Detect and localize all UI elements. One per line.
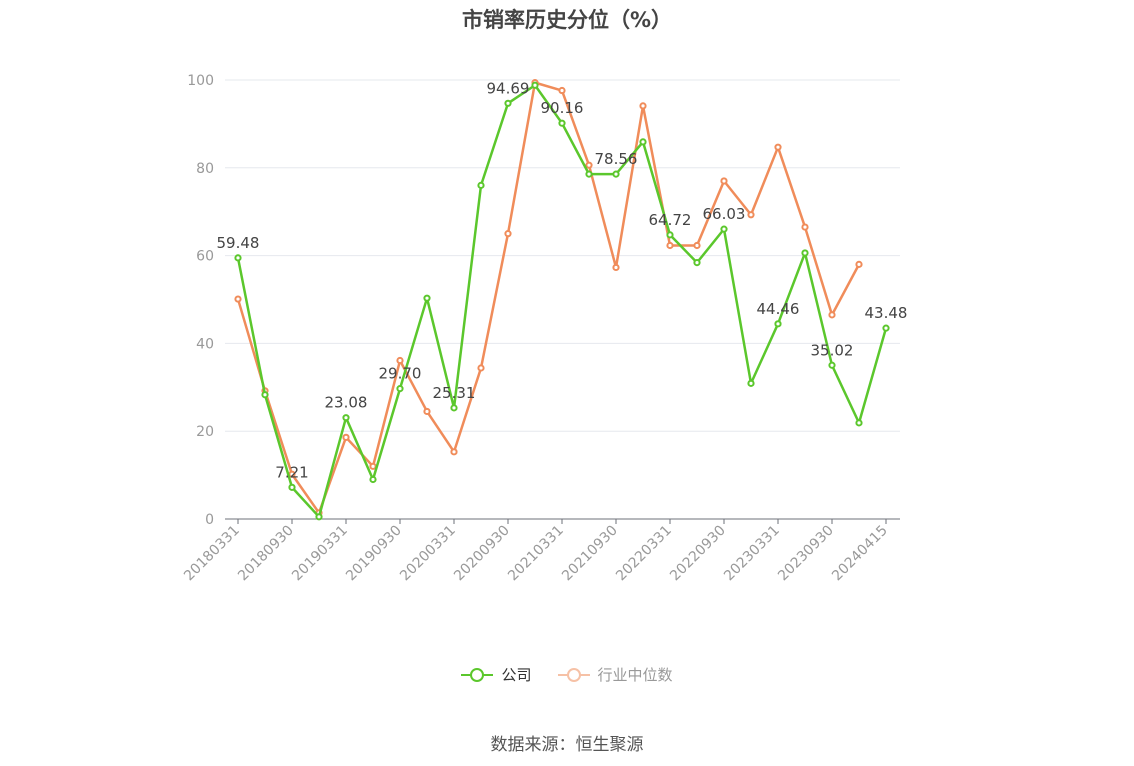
data-point-company — [423, 294, 431, 302]
source-note: 数据来源：恒生聚源 — [490, 735, 644, 755]
x-tick-label: 20190930 — [343, 523, 405, 585]
data-point-industry-median — [504, 230, 512, 238]
data-point-industry-median — [747, 211, 755, 219]
data-label: 94.69 — [487, 79, 530, 97]
x-tick-label: 20210331 — [505, 523, 567, 585]
data-point-industry-median — [828, 311, 836, 319]
data-label: 29.70 — [379, 365, 422, 383]
legend-item-industry-median[interactable]: 行业中位数 — [557, 664, 673, 685]
data-point-industry-median — [234, 295, 242, 303]
data-point-industry-median — [801, 223, 809, 231]
data-label: 59.48 — [217, 234, 260, 252]
data-point-company — [504, 99, 512, 107]
x-tick-label: 20180331 — [181, 523, 243, 585]
data-point-industry-median — [855, 260, 863, 268]
data-point-company — [882, 324, 890, 332]
data-point-company — [261, 391, 269, 399]
series-layer — [234, 79, 890, 521]
x-tick-label: 20220331 — [613, 523, 675, 585]
data-point-industry-median — [693, 241, 701, 250]
legend-swatch-industry-median — [557, 665, 590, 685]
data-point-industry-median — [342, 433, 350, 441]
data-point-company — [369, 475, 377, 484]
data-label: 43.48 — [865, 304, 908, 322]
data-point-company — [855, 419, 863, 427]
data-point-industry-median — [477, 364, 485, 372]
data-point-company — [612, 170, 620, 178]
x-tick-label: 20230331 — [721, 523, 783, 585]
x-tick-label: 20200331 — [397, 523, 459, 585]
data-point-industry-median — [396, 356, 404, 365]
data-label: 90.16 — [541, 99, 584, 117]
data-point-company — [639, 138, 647, 146]
x-tick-label: 20220930 — [667, 523, 729, 585]
data-point-company — [801, 249, 809, 257]
y-tick-label: 100 — [187, 73, 214, 89]
data-label: 64.72 — [649, 211, 692, 229]
data-point-company — [828, 361, 836, 369]
data-point-company — [234, 254, 242, 262]
data-label: 35.02 — [811, 341, 854, 359]
legend: 公司 行业中位数 — [0, 664, 1134, 685]
chart-title: 市销率历史分位（%） — [461, 8, 673, 32]
data-point-industry-median — [639, 102, 647, 110]
legend-label-industry-median: 行业中位数 — [597, 666, 673, 684]
data-point-industry-median — [423, 407, 431, 416]
data-point-company — [720, 225, 728, 233]
data-point-industry-median — [720, 177, 728, 185]
y-tick-label: 60 — [196, 249, 214, 265]
data-point-company — [396, 385, 404, 393]
data-point-company — [747, 379, 755, 387]
y-tick-label: 40 — [196, 336, 214, 352]
data-point-industry-median — [558, 86, 566, 95]
legend-label-company: 公司 — [501, 666, 532, 684]
chart-canvas: 0 20 40 60 80 100 2018033120180930201903312019… — [181, 73, 908, 584]
x-tick-label: 20210930 — [559, 523, 621, 585]
data-point-company — [666, 231, 674, 239]
legend-swatch-company — [461, 665, 494, 685]
data-point-company — [774, 320, 782, 328]
x-tick-label: 20230930 — [775, 523, 837, 585]
legend-item-company[interactable]: 公司 — [461, 664, 532, 685]
y-tick-label: 80 — [196, 161, 214, 177]
data-point-company — [477, 181, 485, 189]
data-point-company — [288, 483, 296, 491]
data-label: 23.08 — [325, 394, 368, 412]
x-tick-label: 20190331 — [289, 523, 351, 585]
data-point-company — [693, 259, 701, 267]
data-point-company — [450, 404, 458, 412]
data-label: 25.31 — [433, 384, 476, 402]
data-point-industry-median — [450, 448, 458, 456]
y-tick-label: 0 — [205, 512, 214, 528]
data-point-industry-median — [666, 241, 674, 250]
data-label: 44.46 — [757, 300, 800, 318]
grid-lines — [225, 79, 900, 432]
data-point-industry-median — [585, 161, 593, 169]
data-point-industry-median — [774, 143, 782, 151]
data-label: 7.21 — [275, 463, 308, 481]
data-point-company — [585, 170, 593, 178]
axes: 0 20 40 60 80 100 2018033120180930201903312019… — [181, 73, 900, 584]
data-point-industry-median — [612, 263, 620, 272]
y-tick-label: 20 — [196, 424, 214, 440]
data-point-company — [531, 81, 539, 89]
data-point-company — [342, 414, 350, 422]
x-tick-label: 20240415 — [829, 523, 891, 585]
data-label: 66.03 — [703, 205, 746, 223]
x-tick-label: 20180930 — [235, 523, 297, 585]
data-label: 78.56 — [595, 150, 638, 168]
data-point-industry-median — [369, 462, 377, 470]
data-point-company — [558, 119, 566, 127]
series-line-industry-median — [236, 81, 861, 515]
data-point-company — [315, 513, 323, 521]
x-tick-label: 20200930 — [451, 523, 513, 585]
data-labels: 59.48 7.21 23.08 29.70 25.31 94.69 90.16 78.56 6… — [217, 79, 908, 481]
